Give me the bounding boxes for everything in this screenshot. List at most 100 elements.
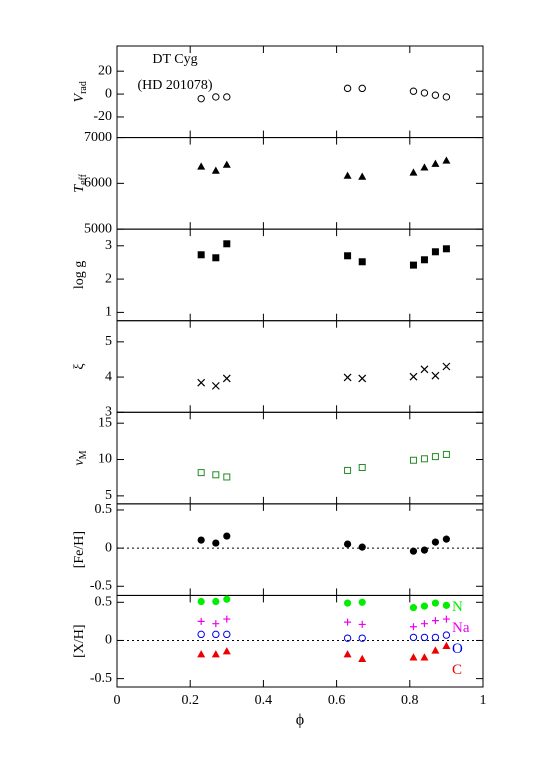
marker: [442, 156, 451, 164]
marker: [343, 171, 352, 179]
marker: [343, 373, 352, 382]
marker: [409, 547, 418, 555]
marker: [343, 599, 352, 607]
marker: [442, 641, 451, 649]
y-label-main: T: [72, 184, 87, 193]
marker: [343, 540, 352, 548]
legend-label: O: [452, 641, 463, 657]
marker: [212, 630, 220, 639]
y-label-main: V: [72, 92, 87, 102]
y-tick-label: 5: [105, 334, 112, 349]
y-label-main: log g: [72, 261, 87, 289]
marker: [358, 172, 367, 180]
y-tick-label: 0: [105, 633, 112, 648]
marker: [197, 251, 205, 259]
marker: [223, 93, 231, 101]
panel-frame: [116, 503, 484, 596]
marker: [431, 646, 440, 654]
x-tick-label: 0.8: [401, 693, 419, 708]
marker: [197, 162, 206, 170]
marker: [344, 466, 352, 474]
marker: [212, 620, 220, 628]
marker: [197, 650, 206, 658]
marker: [409, 87, 418, 95]
y-label-sub: eff: [78, 173, 89, 185]
y-tick-label: 15: [98, 415, 112, 430]
y-label-main: [X/H]: [72, 624, 87, 657]
x-tick-label: 1: [480, 693, 487, 708]
marker: [420, 620, 428, 628]
marker: [223, 595, 231, 603]
marker: [409, 604, 418, 612]
marker: [212, 254, 220, 262]
marker: [442, 245, 450, 253]
marker: [420, 365, 429, 374]
marker: [197, 597, 205, 606]
marker: [442, 362, 451, 371]
marker: [358, 464, 366, 472]
marker: [420, 163, 429, 171]
marker: [211, 166, 220, 174]
panel-frame: [116, 594, 484, 688]
marker: [409, 168, 418, 176]
marker: [223, 240, 231, 248]
marker: [358, 543, 366, 551]
marker: [344, 618, 352, 626]
y-axis-label: Vrad: [72, 81, 89, 102]
marker: [409, 633, 418, 642]
legend-label: Na: [452, 620, 470, 636]
y-tick-label: 4: [105, 369, 112, 384]
y-tick-label: 0: [105, 86, 112, 101]
marker: [212, 471, 220, 479]
marker: [197, 536, 205, 544]
marker: [420, 653, 429, 661]
marker: [420, 256, 428, 264]
marker: [409, 456, 417, 464]
y-axis-label: ξ: [72, 363, 87, 369]
marker: [442, 450, 450, 458]
marker: [222, 160, 231, 168]
y-tick-label: 3: [105, 405, 112, 420]
y-tick-label: 1: [105, 305, 112, 320]
marker: [431, 599, 440, 607]
y-tick-label: 0: [105, 540, 112, 555]
y-tick-label: 0.5: [95, 502, 113, 517]
marker: [442, 631, 451, 639]
marker: [431, 617, 439, 625]
annotation: (HD 201078): [137, 78, 212, 93]
marker: [211, 650, 220, 658]
marker: [420, 633, 429, 642]
legend-label: C: [452, 662, 462, 678]
y-tick-label: -20: [93, 109, 112, 124]
marker: [431, 159, 440, 167]
panel-frame: [116, 137, 484, 230]
y-axis-label: [Fe/H]: [72, 531, 87, 568]
x-tick-label: 0.2: [181, 693, 199, 708]
annotation: DT Cyg: [152, 52, 197, 67]
marker: [420, 602, 429, 610]
x-tick-label: 0: [114, 693, 121, 708]
legend-label: N: [452, 599, 463, 615]
marker: [442, 615, 450, 623]
marker: [431, 538, 440, 546]
y-tick-label: 5000: [84, 221, 112, 236]
x-tick-label: 0.4: [255, 693, 273, 708]
y-tick-label: 20: [98, 63, 112, 78]
marker: [442, 93, 451, 101]
marker: [211, 381, 220, 390]
marker: [431, 91, 440, 99]
y-label-main: ξ: [72, 363, 87, 369]
y-tick-label: 5: [105, 488, 112, 503]
y-tick-label: 0.5: [95, 595, 113, 610]
y-tick-label: 2: [105, 271, 112, 286]
marker: [358, 654, 367, 662]
marker: [409, 372, 418, 381]
marker: [358, 258, 366, 266]
y-label-sub: rad: [78, 81, 89, 94]
marker: [358, 634, 366, 642]
y-tick-label: -0.5: [90, 671, 112, 686]
panel-frame: [116, 411, 484, 505]
marker: [358, 374, 367, 383]
marker: [420, 455, 428, 463]
